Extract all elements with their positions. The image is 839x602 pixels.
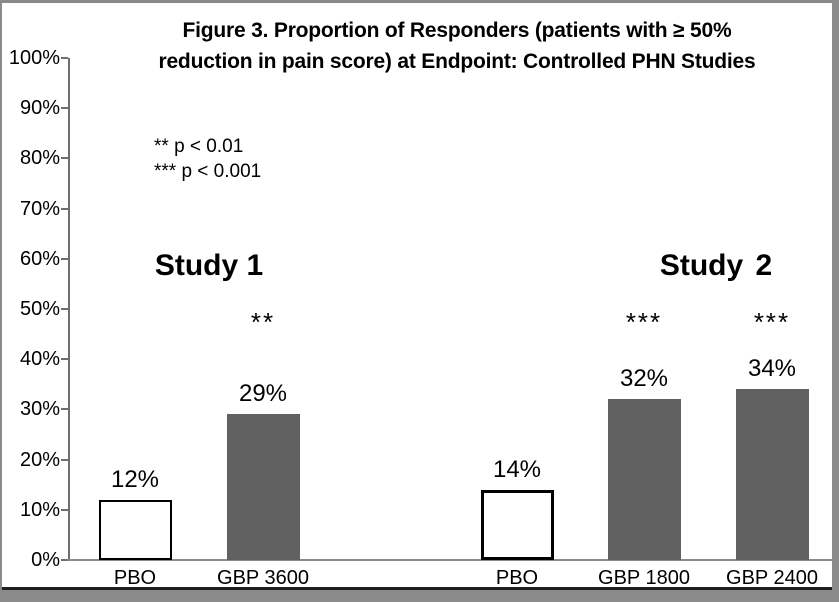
- bar-value-study-1-gbp-3600: 29%: [238, 380, 288, 408]
- y-tick-label-70: 70%: [19, 197, 60, 220]
- study-1-label: Study 1: [154, 249, 264, 282]
- bar-value-study-2-gbp-2400: 34%: [747, 355, 797, 383]
- y-tick-label-50: 50%: [19, 298, 60, 320]
- y-tick-mark-100: [61, 57, 68, 59]
- x-category-label-study-1-pbo: PBO: [113, 567, 157, 589]
- chart-area: Figure 3. Proportion of Responders (pati…: [2, 3, 833, 590]
- bar-study-2-pbo: [480, 489, 554, 560]
- bar-study-1-pbo: [98, 499, 172, 560]
- y-tick-mark-20: [61, 458, 68, 461]
- y-tick-label-90: 90%: [19, 97, 60, 120]
- bar-value-study-2-pbo: 14%: [492, 455, 542, 483]
- bar-value-study-1-pbo: 12%: [110, 465, 160, 493]
- significance-study-2-gbp-2400: ***: [753, 307, 791, 337]
- chart-title-line1: Figure 3. Proportion of Responders (pati…: [182, 19, 732, 42]
- bar-study-2-gbp-2400: [735, 389, 809, 560]
- significance-study-1-gbp-3600: **: [250, 307, 276, 337]
- bar-study-2-gbp-1800: [607, 399, 681, 560]
- pvalue-note-1: ** p < 0.01: [154, 136, 244, 157]
- y-tick-mark-50: [61, 308, 68, 310]
- y-tick-label-40: 40%: [19, 348, 60, 371]
- x-axis-line: [68, 559, 833, 561]
- y-tick-mark-60: [61, 257, 68, 260]
- y-tick-mark-0: [61, 559, 68, 561]
- chart-title: Figure 3. Proportion of Responders (pati…: [130, 15, 784, 77]
- y-tick-label-80: 80%: [19, 147, 60, 170]
- y-tick-mark-10: [61, 508, 68, 511]
- pvalue-note-2: *** p < 0.001: [154, 161, 262, 182]
- bar-value-study-2-gbp-1800: 32%: [619, 365, 669, 393]
- y-tick-mark-70: [61, 207, 68, 210]
- y-tick-mark-90: [61, 107, 68, 110]
- y-tick-label-0: 0%: [31, 549, 60, 571]
- y-tick-label-30: 30%: [19, 398, 60, 421]
- y-tick-mark-30: [61, 408, 68, 411]
- significance-study-2-gbp-1800: ***: [625, 307, 663, 337]
- chart-title-line2: reduction in pain score) at Endpoint: Co…: [158, 50, 756, 73]
- x-category-label-study-2-gbp-1800: GBP 1800: [598, 567, 690, 589]
- y-tick-mark-40: [61, 358, 68, 361]
- y-tick-label-20: 20%: [19, 448, 60, 471]
- y-tick-label-100: 100%: [8, 47, 60, 69]
- y-axis-line: [68, 58, 70, 561]
- x-category-label-study-1-gbp-3600: GBP 3600: [217, 567, 309, 589]
- y-tick-label-60: 60%: [19, 247, 60, 270]
- y-tick-label-10: 10%: [19, 498, 60, 521]
- x-category-label-study-2-gbp-2400: GBP 2400: [726, 567, 818, 589]
- y-tick-mark-80: [61, 157, 68, 160]
- pvalue-legend: ** p < 0.01 *** p < 0.001: [154, 134, 261, 184]
- study-2-label: Study 2: [659, 249, 773, 282]
- bar-study-1-gbp-3600: [226, 414, 300, 560]
- x-category-label-study-2-pbo: PBO: [495, 567, 539, 589]
